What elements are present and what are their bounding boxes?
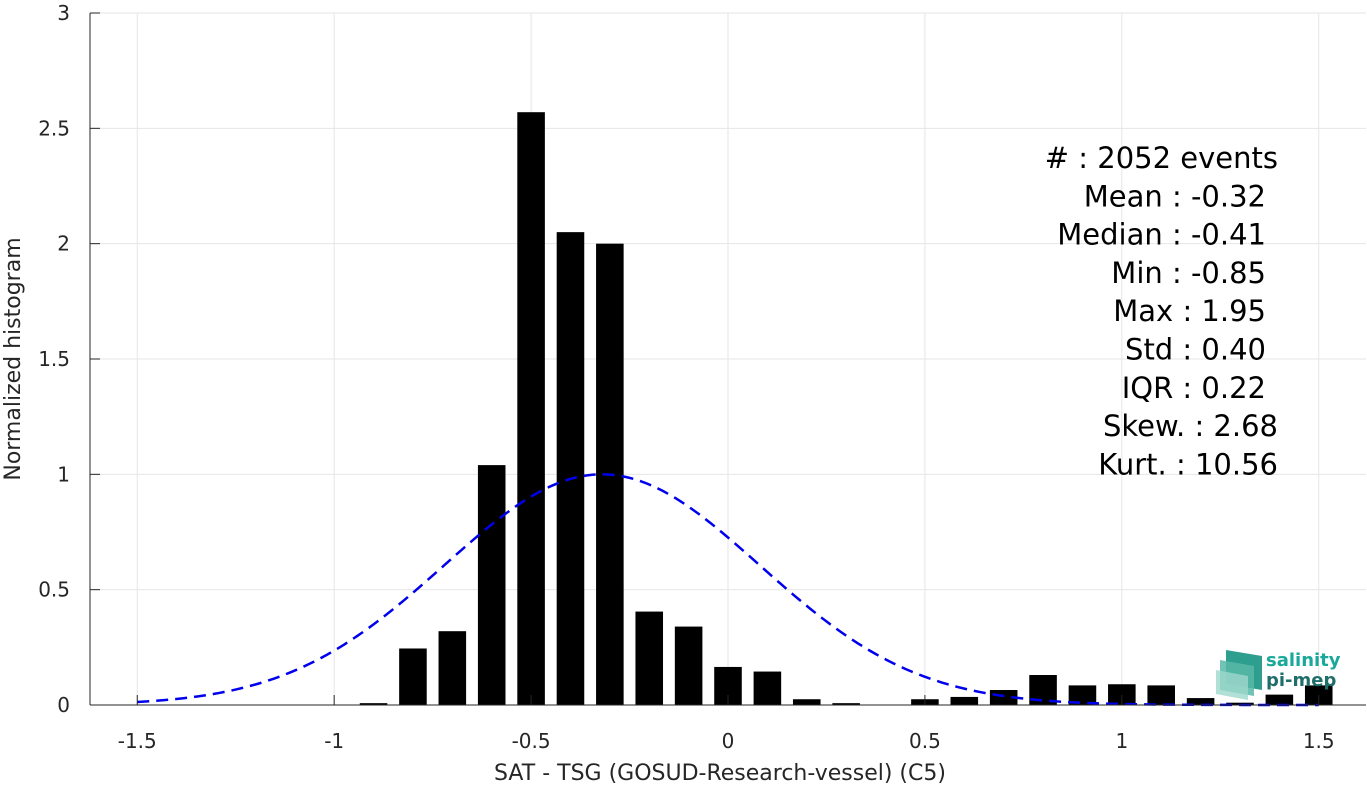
logo-text-salinity: salinity	[1266, 650, 1341, 671]
y-tick-label-5: 2.5	[38, 116, 70, 140]
y-tick-label-1: 0.5	[38, 578, 70, 602]
y-axis-ticks: 0 0.5 1 1.5 2 2.5 3	[38, 1, 100, 717]
y-tick-label-3: 1.5	[38, 347, 70, 371]
wave-logo-icon	[1216, 650, 1262, 700]
statistics-box: # : 2052 events Mean : -0.32 Median : -0.4…	[1045, 141, 1278, 481]
stats-line-0: # : 2052 events	[1045, 141, 1278, 175]
histogram-bar-19	[1147, 685, 1175, 705]
stats-line-4: Max : 1.95	[1113, 294, 1266, 328]
y-axis-label: Normalized histogram	[1, 237, 26, 480]
stats-line-2: Median : -0.41	[1057, 218, 1266, 252]
salinity-pi-mep-logo: salinity pi-mep	[1216, 650, 1341, 700]
x-tick-label-5: 1	[1115, 729, 1128, 753]
stats-line-7: Skew. : 2.68	[1103, 409, 1278, 443]
histogram-bar-3	[477, 465, 506, 705]
histogram-bar-8	[674, 626, 703, 705]
histogram-bar-22	[1265, 694, 1294, 705]
y-tick-label-6: 3	[57, 1, 70, 25]
histogram-bar-17	[1068, 685, 1097, 705]
y-tick-label-4: 2	[57, 232, 70, 256]
x-tick-label-1: -1	[324, 729, 344, 753]
stats-line-1: Mean : -0.32	[1084, 179, 1266, 213]
stats-line-3: Min : -0.85	[1111, 256, 1266, 290]
histogram-bars	[359, 112, 1333, 706]
histogram-bar-20	[1186, 698, 1215, 705]
y-tick-label-0: 0	[57, 693, 70, 717]
logo-text-pi-mep: pi-mep	[1266, 670, 1336, 691]
histogram-bar-18	[1108, 684, 1136, 705]
histogram-bar-0	[359, 703, 388, 705]
histogram-bar-1	[399, 648, 427, 705]
histogram-bar-12	[832, 703, 860, 705]
stats-line-8: Kurt. : 10.56	[1098, 447, 1278, 481]
x-axis-ticks: -1.5 -1 -0.5 0 0.5 1 1.5	[118, 695, 1335, 753]
y-tick-label-2: 1	[57, 462, 70, 486]
stats-line-5: Std : 0.40	[1125, 333, 1266, 367]
x-axis-label: SAT - TSG (GOSUD-Research-vessel) (C5)	[494, 761, 946, 785]
grid-lines	[90, 12, 1366, 706]
x-tick-label-4: 0.5	[909, 729, 941, 753]
x-tick-label-2: -0.5	[512, 729, 551, 753]
histogram-bar-10	[753, 671, 782, 705]
x-tick-label-3: 0	[722, 729, 735, 753]
histogram-bar-5	[556, 232, 585, 705]
stats-line-6: IQR : 0.22	[1122, 371, 1266, 405]
histogram-bar-14	[950, 696, 979, 705]
x-tick-label-6: 1.5	[1303, 729, 1335, 753]
gaussian-fit-curve	[137, 473, 1319, 707]
histogram-bar-2	[438, 631, 467, 705]
x-tick-label-0: -1.5	[118, 729, 157, 753]
histogram-bar-4	[517, 112, 545, 706]
histogram-bar-11	[792, 699, 821, 705]
histogram-bar-7	[635, 611, 664, 705]
